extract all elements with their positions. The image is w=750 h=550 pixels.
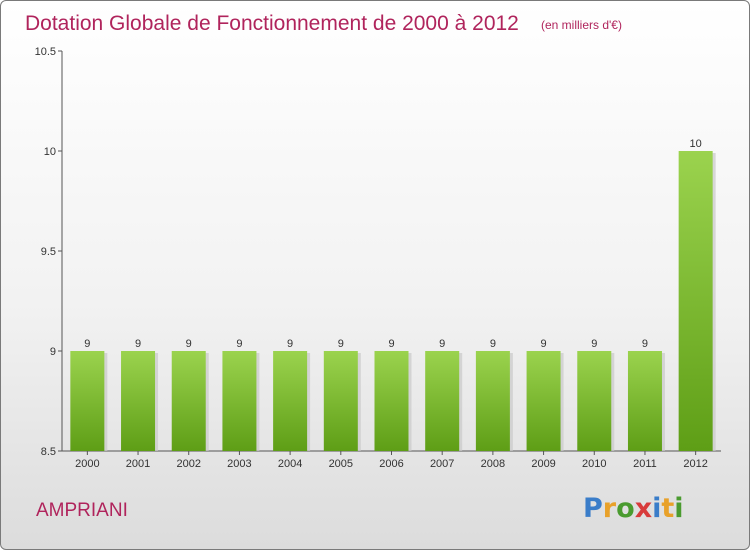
- unit-note: (en milliers d'€): [541, 18, 622, 32]
- data-label: 9: [388, 338, 394, 350]
- x-tick-label: 2005: [329, 458, 353, 470]
- bar: [678, 151, 713, 451]
- y-tick-label: 8.5: [41, 446, 56, 458]
- bar: [323, 351, 358, 451]
- x-tick-label: 2011: [633, 458, 657, 470]
- bar: [627, 351, 662, 451]
- y-tick-label: 10: [44, 146, 56, 158]
- data-label: 9: [490, 338, 496, 350]
- bar: [425, 351, 460, 451]
- y-tick-label: 10.5: [35, 46, 56, 58]
- chart-title: Dotation Globale de Fonctionnement de 20…: [25, 12, 519, 35]
- x-tick-label: 2003: [227, 458, 251, 470]
- x-tick-label: 2007: [430, 458, 454, 470]
- plot-area: 8.5 9 9.5 10 10.5 9 2000 9 2001 9 2002 9 2003 9 2004 9 2…: [35, 46, 721, 470]
- commune-name: AMPRIANI: [36, 500, 128, 521]
- y-tick-label: 9: [50, 346, 56, 358]
- proxiti-logo: Proxiti: [583, 493, 684, 524]
- data-label: 10: [690, 138, 702, 150]
- bar: [222, 351, 257, 451]
- x-tick-label: 2004: [278, 458, 302, 470]
- x-tick-label: 2002: [176, 458, 200, 470]
- data-label: 9: [591, 338, 597, 350]
- data-label: 9: [135, 338, 141, 350]
- x-tick-label: 2008: [481, 458, 505, 470]
- data-label: 9: [236, 338, 242, 350]
- bar: [273, 351, 308, 451]
- bar: [70, 351, 105, 451]
- bar: [526, 351, 561, 451]
- data-label: 9: [439, 338, 445, 350]
- x-tick-label: 2006: [379, 458, 403, 470]
- bar: [475, 351, 510, 451]
- data-label: 9: [287, 338, 293, 350]
- y-tick-label: 9.5: [41, 246, 56, 258]
- x-tick-label: 2009: [531, 458, 555, 470]
- data-label: 9: [186, 338, 192, 350]
- data-label: 9: [338, 338, 344, 350]
- data-label: 9: [642, 338, 648, 350]
- data-label: 9: [84, 338, 90, 350]
- x-tick-label: 2010: [582, 458, 606, 470]
- x-tick-label: 2012: [683, 458, 707, 470]
- bar: [577, 351, 612, 451]
- bar: [121, 351, 156, 451]
- bar: [171, 351, 206, 451]
- x-tick-label: 2001: [126, 458, 150, 470]
- x-tick-label: 2000: [75, 458, 99, 470]
- data-label: 9: [541, 338, 547, 350]
- bar: [374, 351, 409, 451]
